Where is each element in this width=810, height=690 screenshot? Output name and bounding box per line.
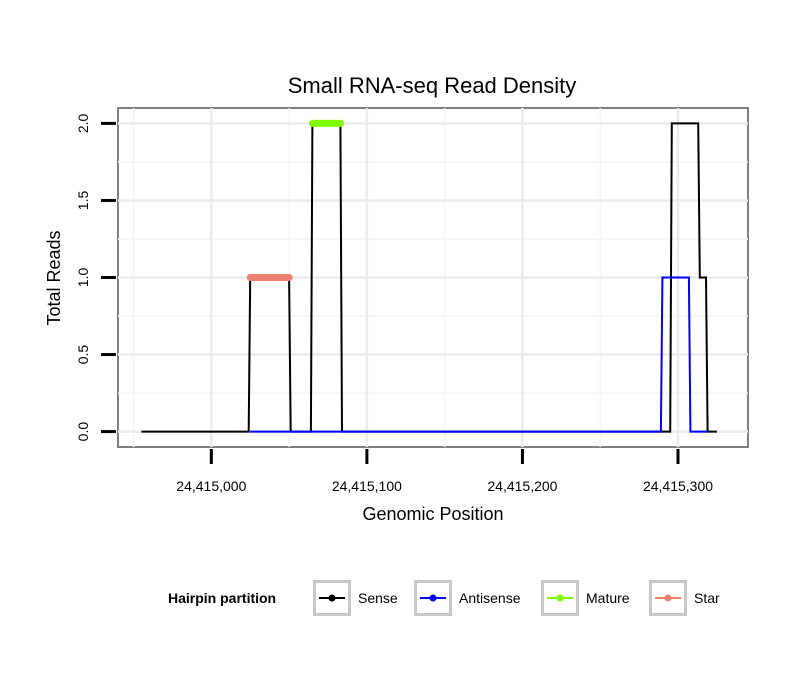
legend: Hairpin partition Sense Antisense Mature St… xyxy=(168,580,720,616)
x-axis: 24,415,000 24,415,100 24,415,200 24,415,300 xyxy=(176,449,713,494)
legend-title: Hairpin partition xyxy=(168,590,276,606)
legend-dot-sense xyxy=(328,594,336,602)
legend-label-mature: Mature xyxy=(586,590,630,606)
x-tick-label: 24,415,000 xyxy=(176,478,246,494)
x-tick-label: 24,415,100 xyxy=(332,478,402,494)
x-tick-label: 24,415,300 xyxy=(643,478,713,494)
x-tick-label: 24,415,200 xyxy=(487,478,557,494)
legend-dot-star xyxy=(664,594,672,602)
y-tick-label: 1.5 xyxy=(75,191,91,211)
data-series xyxy=(141,119,717,433)
y-tick-label: 0.0 xyxy=(75,422,91,442)
legend-label-star: Star xyxy=(694,590,720,606)
y-axis: 0.0 0.5 1.0 1.5 2.0 xyxy=(75,113,116,441)
y-axis-label: Total Reads xyxy=(44,230,64,325)
legend-dot-antisense xyxy=(429,594,437,602)
antisense-series-line xyxy=(250,276,708,433)
y-tick-label: 2.0 xyxy=(75,113,91,133)
legend-dot-mature xyxy=(556,594,564,602)
x-axis-label: Genomic Position xyxy=(362,504,503,524)
y-tick-label: 1.0 xyxy=(75,268,91,288)
legend-label-antisense: Antisense xyxy=(459,590,521,606)
chart-title: Small RNA-seq Read Density xyxy=(288,73,577,98)
plot-area xyxy=(117,107,749,448)
y-tick-label: 0.5 xyxy=(75,345,91,365)
legend-label-sense: Sense xyxy=(358,590,398,606)
